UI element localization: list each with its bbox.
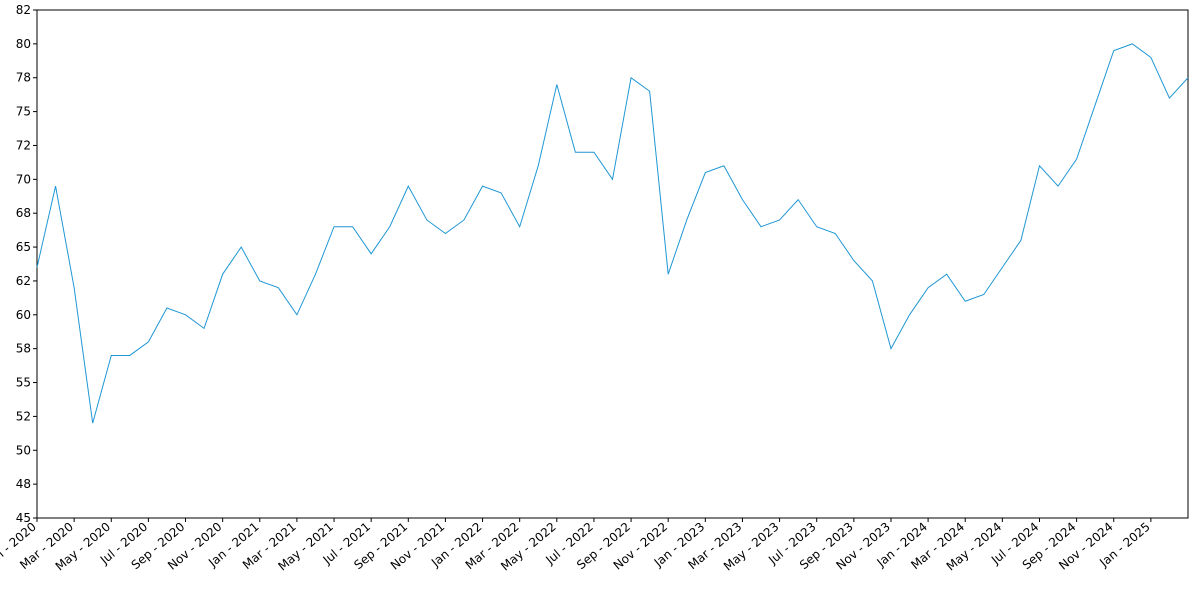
y-tick-label: 75 bbox=[16, 105, 31, 119]
plot-frame bbox=[36, 9, 1189, 519]
y-tick-label: 82 bbox=[16, 3, 31, 17]
y-tick-label: 55 bbox=[16, 376, 31, 390]
y-tick-label: 62 bbox=[16, 274, 31, 288]
y-tick-label: 68 bbox=[16, 206, 31, 220]
y-tick-label: 52 bbox=[16, 409, 31, 423]
y-tick-label: 60 bbox=[16, 308, 31, 322]
y-tick-label: 58 bbox=[16, 342, 31, 356]
y-tick-label: 70 bbox=[16, 172, 31, 186]
price-line bbox=[36, 43, 1189, 424]
y-tick-label: 65 bbox=[16, 240, 31, 254]
y-tick-label: 45 bbox=[16, 511, 31, 525]
y-tick-label: 48 bbox=[16, 477, 31, 491]
y-tick-label: 80 bbox=[16, 37, 31, 51]
y-tick-label: 72 bbox=[16, 138, 31, 152]
y-tick-label: 50 bbox=[16, 443, 31, 457]
y-tick-label: 78 bbox=[16, 71, 31, 85]
